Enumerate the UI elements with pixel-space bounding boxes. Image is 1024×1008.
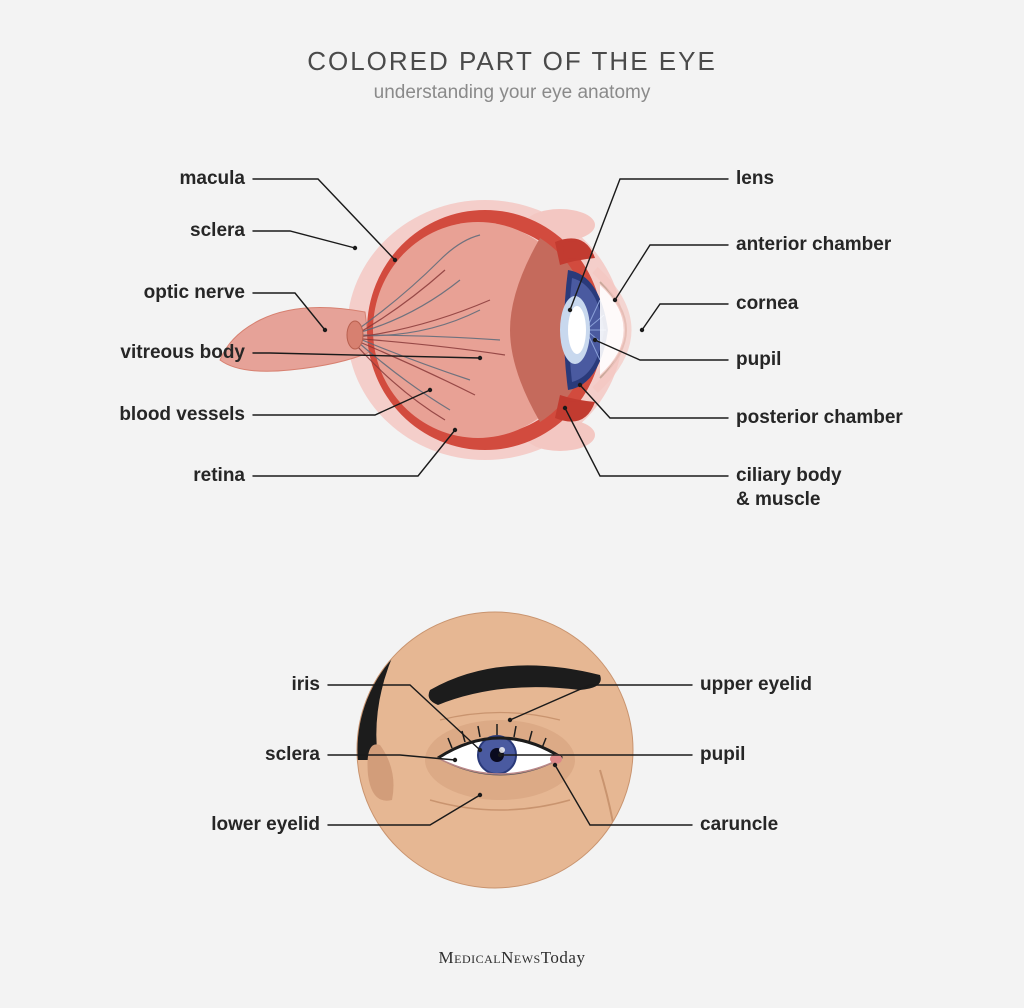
- label-sclera-front: sclera: [265, 743, 320, 767]
- label-macula: macula: [180, 167, 245, 191]
- label-pupil: pupil: [736, 348, 781, 372]
- footer-word-1: Medical: [439, 948, 502, 967]
- label-upper-eyelid: upper eyelid: [700, 673, 812, 697]
- footer-word-2: News: [501, 948, 541, 967]
- label-lens: lens: [736, 167, 774, 191]
- label-caruncle: caruncle: [700, 813, 778, 837]
- label-retina: retina: [193, 464, 245, 488]
- label-iris: iris: [291, 673, 320, 697]
- label-optic-nerve: optic nerve: [144, 281, 245, 305]
- eye-cross-section: [220, 200, 628, 460]
- label-pupil-front: pupil: [700, 743, 745, 767]
- footer-brand: MedicalNewsToday: [0, 948, 1024, 968]
- label-cornea: cornea: [736, 292, 798, 316]
- eye-front-view: [340, 600, 640, 900]
- diagram-svg: [0, 0, 1024, 1008]
- label-sclera: sclera: [190, 219, 245, 243]
- footer-word-3: Today: [541, 948, 586, 967]
- infographic-container: COLORED PART OF THE EYE understanding yo…: [0, 0, 1024, 1008]
- label-lower-eyelid: lower eyelid: [211, 813, 320, 837]
- label-posterior-chamber: posterior chamber: [736, 406, 903, 430]
- label-vitreous-body: vitreous body: [120, 341, 245, 365]
- label-ciliary-body: ciliary body & muscle: [736, 464, 842, 512]
- label-anterior-chamber: anterior chamber: [736, 233, 891, 257]
- label-blood-vessels: blood vessels: [119, 403, 245, 427]
